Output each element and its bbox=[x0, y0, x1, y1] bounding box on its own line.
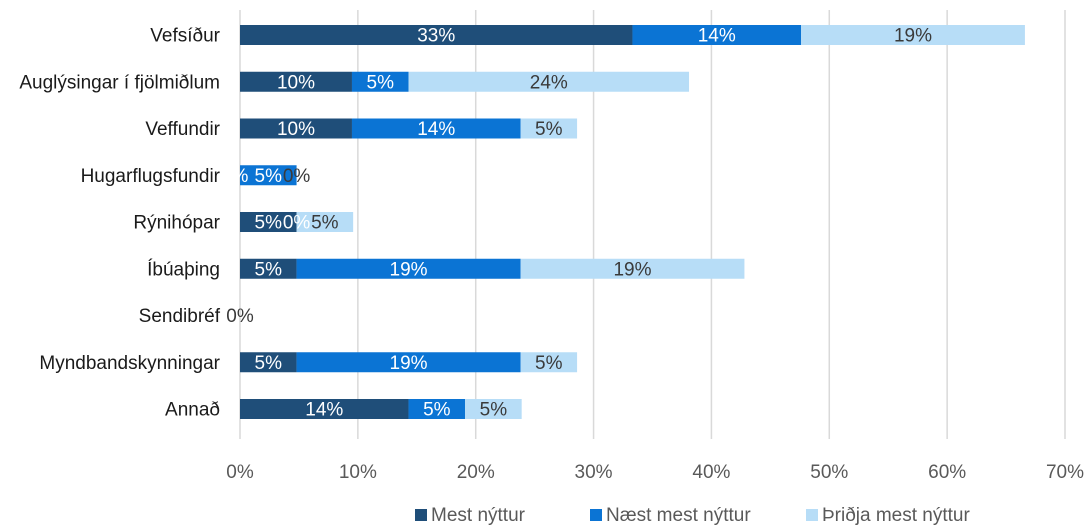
data-label: 19% bbox=[390, 259, 428, 280]
legend-swatch bbox=[415, 509, 427, 521]
category-label: Sendibréf bbox=[139, 306, 221, 327]
category-label: Auglýsingar í fjölmiðlum bbox=[19, 72, 220, 93]
bar-segment bbox=[240, 399, 409, 419]
data-label: 24% bbox=[530, 72, 568, 93]
x-tick-label: 70% bbox=[1046, 462, 1084, 483]
data-label: 5% bbox=[255, 166, 283, 187]
bar-segment bbox=[632, 25, 801, 45]
category-label: Vefsíður bbox=[150, 26, 220, 47]
legend-label: Næst mest nýttur bbox=[606, 505, 751, 526]
category-label: Myndbandskynningar bbox=[39, 353, 220, 374]
data-label: 5% bbox=[255, 213, 283, 234]
x-tick-label: 10% bbox=[339, 462, 377, 483]
bar-segment bbox=[801, 25, 1025, 45]
data-label: 5% bbox=[480, 400, 508, 421]
data-label: % bbox=[232, 166, 249, 187]
bar-segment bbox=[240, 118, 352, 139]
bar-segment bbox=[240, 212, 297, 232]
data-label: 14% bbox=[417, 119, 455, 140]
category-label: Annað bbox=[165, 400, 220, 421]
data-label: 5% bbox=[255, 353, 283, 374]
data-label: 5% bbox=[535, 353, 563, 374]
data-label: 14% bbox=[305, 400, 343, 421]
bar-segment bbox=[351, 118, 521, 139]
bar-segment bbox=[520, 118, 578, 139]
bar-segment bbox=[296, 258, 521, 279]
category-label: Hugarflugsfundir bbox=[81, 166, 221, 187]
x-tick-label: 60% bbox=[928, 462, 966, 483]
bar-segment bbox=[296, 212, 354, 232]
x-axis-ticks: 0% 10% 20% 30% 40% 50% 60% 70% bbox=[226, 462, 1084, 483]
bar-segment bbox=[408, 399, 466, 419]
legend-label: Þriðja mest nýttur bbox=[822, 505, 970, 526]
data-label: 0% bbox=[283, 166, 311, 187]
data-label: 19% bbox=[894, 26, 932, 47]
x-tick-label: 20% bbox=[457, 462, 495, 483]
bars bbox=[240, 25, 1025, 419]
category-label: Rýnihópar bbox=[133, 213, 220, 234]
data-label: 10% bbox=[277, 119, 315, 140]
legend-label: Mest nýttur bbox=[431, 505, 526, 526]
x-tick-label: 40% bbox=[692, 462, 730, 483]
data-labels: 33% 14% 19%10% 5% 24%10% 14% 5%% 5% 0%5% 0% 5%5% 19… bbox=[226, 26, 932, 421]
category-labels: Vefsíður Auglýsingar í fjölmiðlum Veffundi… bbox=[19, 26, 220, 421]
x-tick-label: 30% bbox=[575, 462, 613, 483]
data-label: 0% bbox=[226, 306, 254, 327]
data-label: 5% bbox=[255, 259, 283, 280]
data-label: 5% bbox=[535, 119, 563, 140]
bar-segment bbox=[240, 25, 633, 45]
category-label: Íbúaþing bbox=[147, 259, 220, 280]
bar-segment bbox=[520, 258, 745, 279]
bar-segment bbox=[408, 71, 690, 92]
bar-segment bbox=[296, 352, 521, 373]
data-label: 19% bbox=[613, 259, 651, 280]
data-label: 14% bbox=[698, 26, 736, 47]
bar-segment bbox=[351, 71, 409, 92]
data-label: 5% bbox=[423, 400, 451, 421]
legend-swatch bbox=[590, 509, 602, 521]
bar-segment bbox=[465, 399, 522, 419]
category-label: Veffundir bbox=[145, 119, 220, 140]
legend-swatch bbox=[806, 509, 818, 521]
bar-segment bbox=[240, 258, 297, 279]
legend: Mest nýttur Næst mest nýttur Þriðja mest n… bbox=[415, 505, 970, 526]
data-label: 5% bbox=[311, 213, 339, 234]
x-tick-label: 0% bbox=[226, 462, 254, 483]
data-label: 33% bbox=[417, 26, 455, 47]
bar-segment bbox=[520, 352, 578, 373]
bar-segment bbox=[240, 165, 297, 186]
data-label: 10% bbox=[277, 72, 315, 93]
x-tick-label: 50% bbox=[810, 462, 848, 483]
data-label: 19% bbox=[390, 353, 428, 374]
bar-segment bbox=[240, 71, 352, 92]
bar-segment bbox=[240, 352, 297, 373]
data-label: 0% bbox=[283, 213, 311, 234]
data-label: 5% bbox=[367, 72, 395, 93]
